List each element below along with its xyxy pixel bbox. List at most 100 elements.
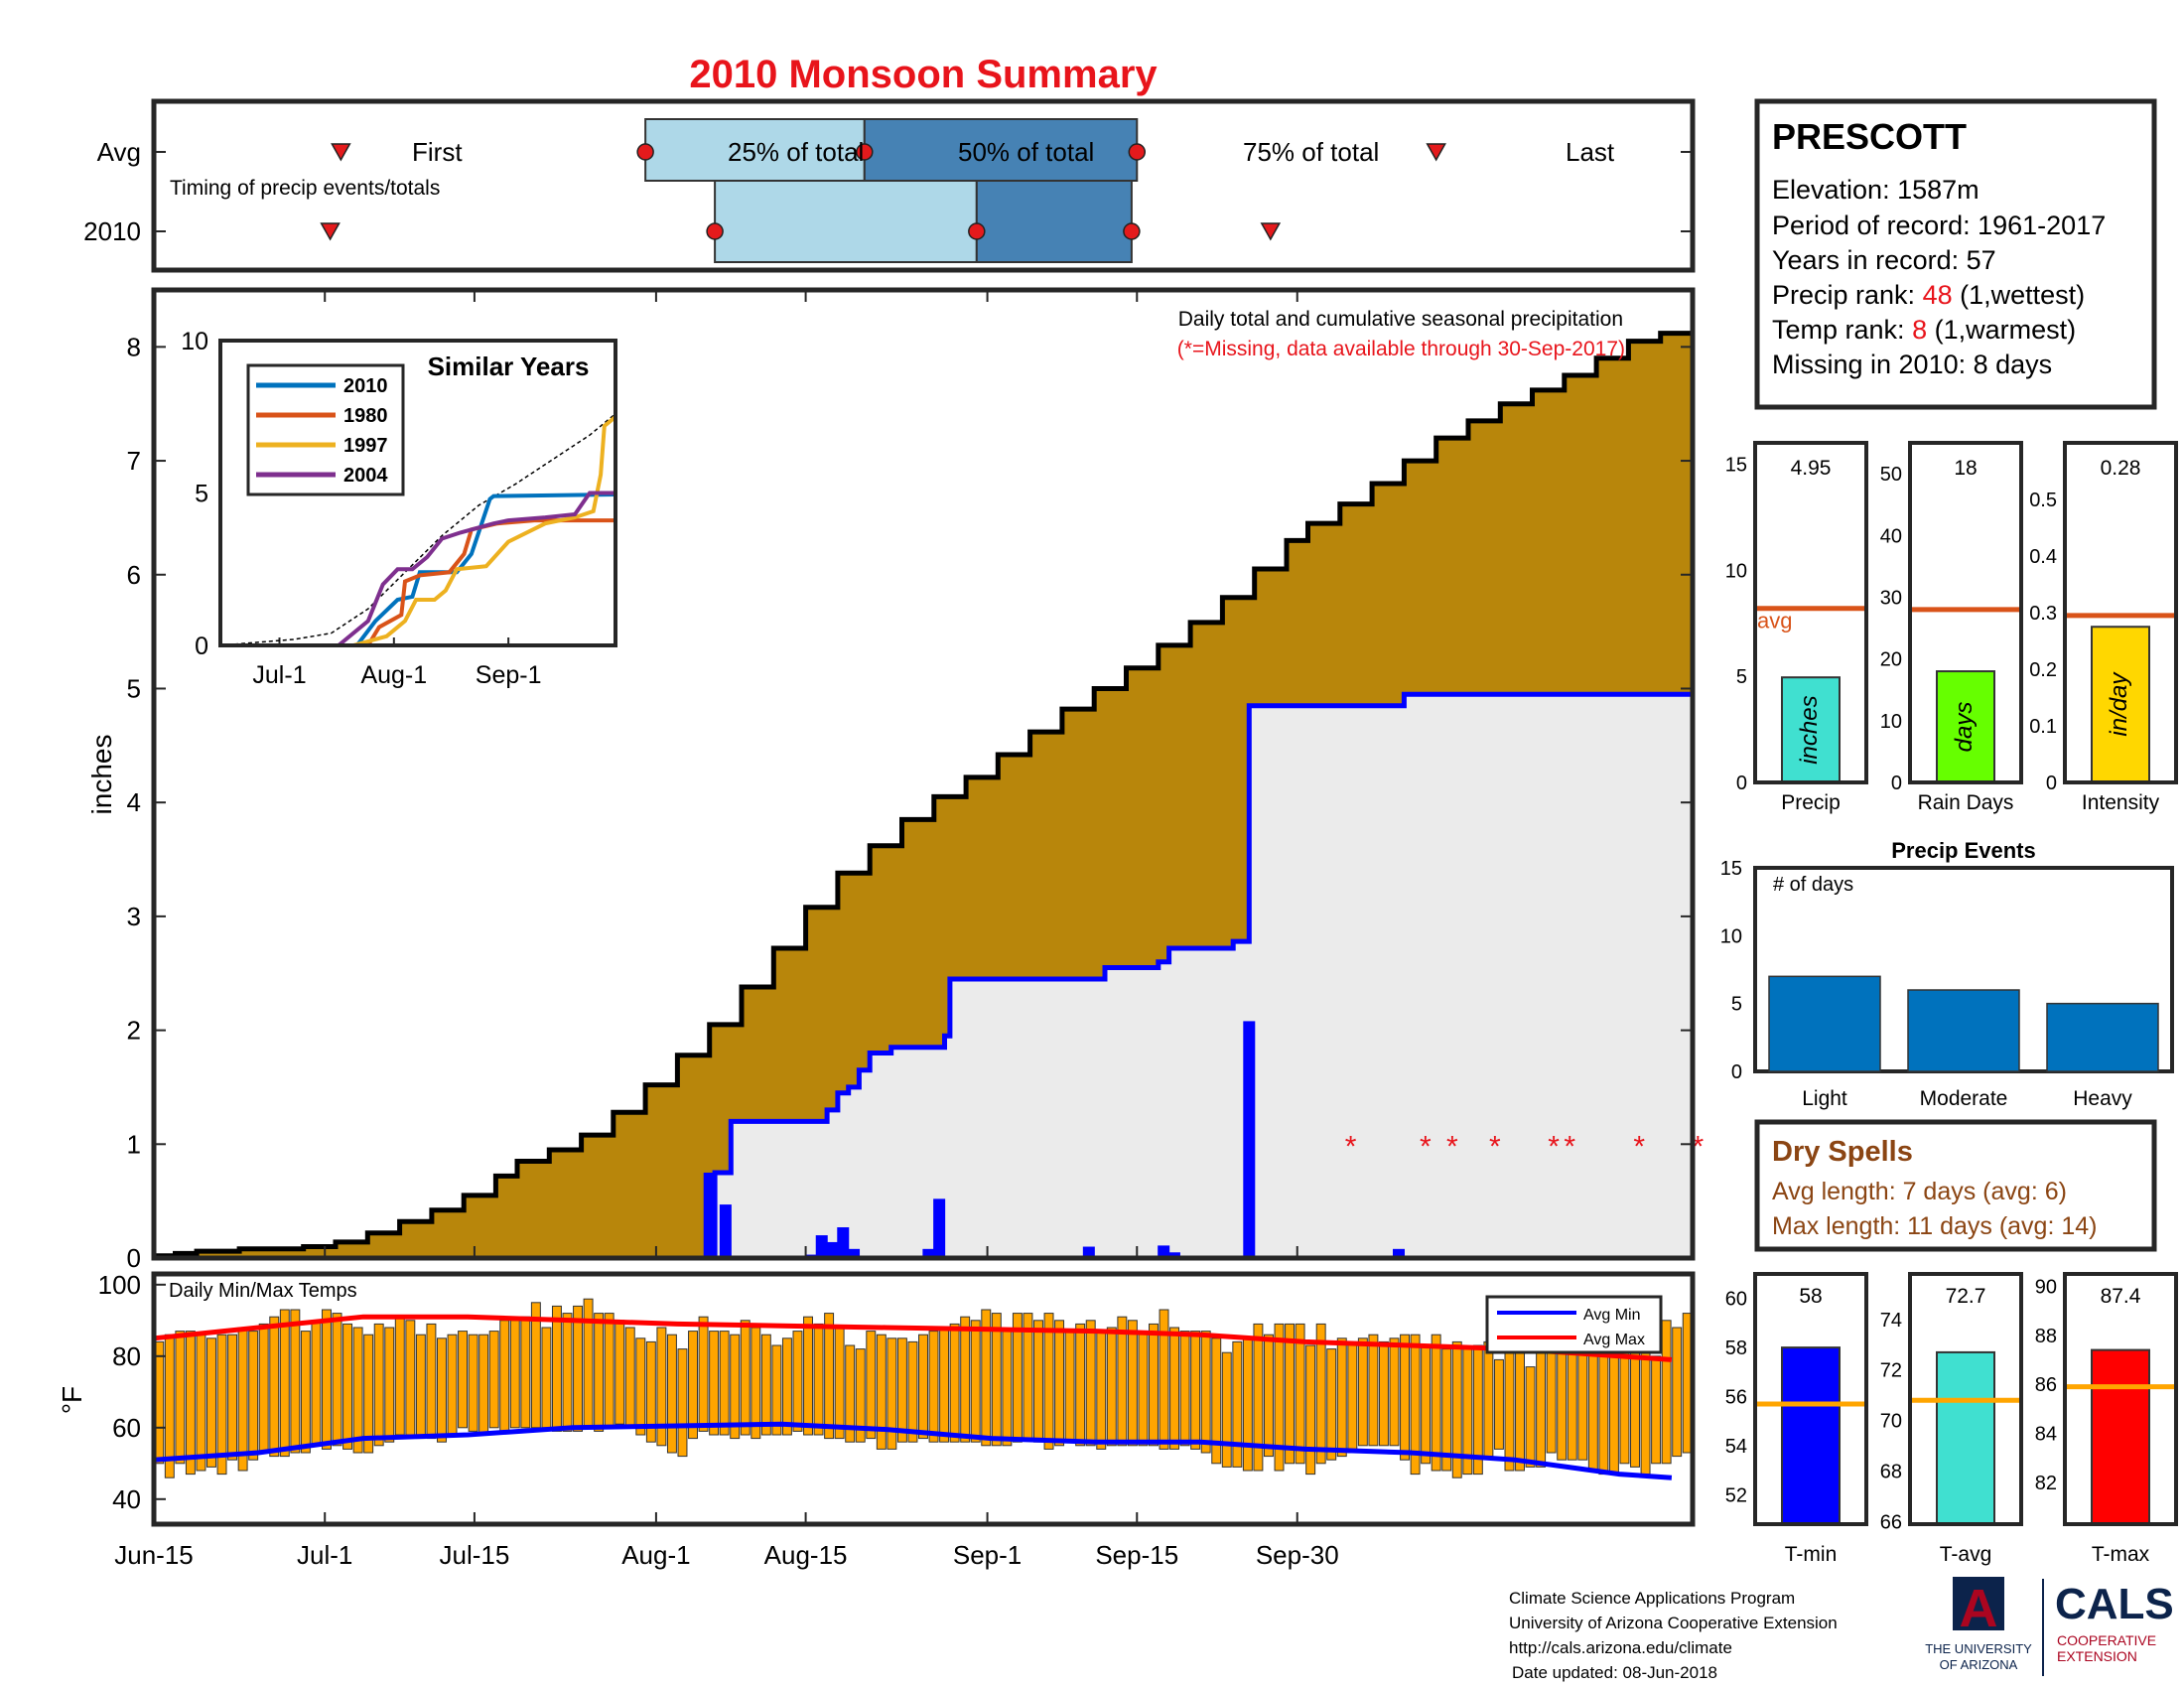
station-elevation: Elevation: 1587m	[1772, 175, 1979, 205]
daily-precip-bar	[1082, 1246, 1095, 1258]
precip-events-y-tick-label: 10	[1720, 925, 1742, 947]
stat_raindays-y-tick-label: 30	[1880, 587, 1902, 609]
daily-temp-bar	[478, 1334, 489, 1436]
daily-temp-bar	[991, 1313, 1002, 1447]
main-y-tick-label: 5	[127, 673, 141, 703]
timing-label-first: First	[412, 137, 463, 167]
daily-precip-bar	[933, 1198, 946, 1258]
daily-temp-bar	[509, 1320, 520, 1429]
stat_tavg-frame	[1908, 1272, 2023, 1526]
inset-legend: 2010 1980 1997 2004	[246, 363, 405, 496]
precip-event-bar	[1768, 975, 1881, 1072]
daily-precip-bar	[719, 1204, 732, 1258]
daily-temp-bar	[1640, 1344, 1651, 1476]
daily-precip-bar	[1167, 1252, 1180, 1258]
daily-temp-bar	[185, 1331, 196, 1476]
daily-temp-bar	[645, 1340, 656, 1443]
daily-temp-bar	[1410, 1334, 1421, 1476]
stat_tmax-frame	[2063, 1272, 2178, 1526]
stat_intensity-frame	[2063, 441, 2178, 784]
daily-temp-bar	[1567, 1337, 1577, 1461]
precip-event-bar	[2046, 1002, 2159, 1072]
daily-temp-bar	[1421, 1344, 1432, 1465]
main-y-tick-label: 0	[127, 1243, 141, 1273]
daily-temp-bar	[405, 1320, 416, 1436]
timing-panel: Avg 2010 Timing of precip events/totals …	[83, 98, 1696, 273]
daily-temp-bar	[279, 1309, 290, 1458]
timing-row-label-2010: 2010	[83, 216, 141, 246]
daily-temp-bar	[981, 1309, 992, 1447]
daily-precip-bar	[1158, 1245, 1170, 1258]
daily-temp-bar	[709, 1331, 720, 1436]
timing-box-late-avg	[863, 118, 1139, 182]
timing-box-late-y2010	[975, 180, 1133, 263]
daily-temp-bar	[488, 1331, 499, 1429]
timing-percentile-marker	[1128, 143, 1147, 161]
stat_precip-bar-label: inches	[1796, 695, 1823, 764]
daily-temp-bar	[1326, 1348, 1337, 1461]
missing-day-marker: *	[1548, 1130, 1560, 1163]
station-years: Years in record: 57	[1772, 245, 1996, 275]
inset-title: Similar Years	[428, 352, 590, 381]
temp-y-tick-label: 60	[112, 1413, 141, 1443]
daily-temp-bar	[1661, 1320, 1672, 1465]
daily-temp-bar	[530, 1302, 541, 1429]
inset-legend-items: 2010 1980 1997 2004	[256, 375, 388, 487]
footer-line-3: http://cals.arizona.edu/climate	[1509, 1638, 1732, 1657]
daily-temp-bar	[248, 1331, 259, 1461]
stat_tmin-y-tick-label: 54	[1725, 1436, 1747, 1458]
daily-temp-bar	[730, 1334, 741, 1440]
daily-temp-bar	[1263, 1334, 1274, 1458]
events-marks: Light Moderate Heavy 0 5 10 15	[1720, 858, 2159, 1110]
inset-y-tick-label: 5	[195, 481, 208, 508]
daily-temp-bar	[1483, 1340, 1494, 1458]
stat_intensity-y-tick-label: 0.3	[2029, 603, 2057, 625]
daily-temp-bar	[1598, 1348, 1609, 1476]
inset-frame	[218, 339, 617, 647]
stat_tmin-y-tick-label: 60	[1725, 1289, 1747, 1311]
station-precip-rank: Precip rank: 48 (1,wettest)	[1772, 280, 2085, 310]
daily-temp-bar	[1357, 1337, 1368, 1447]
daily-temp-bar	[1033, 1320, 1043, 1443]
inset-legend-label: 2004	[343, 465, 388, 487]
daily-temp-bar	[1672, 1327, 1683, 1458]
stat_precip-y-tick-label: 0	[1736, 773, 1747, 794]
stat_tmin-value-bar	[1781, 1346, 1841, 1526]
missing-day-marker: *	[1693, 1130, 1705, 1163]
main-y-tick-label: 7	[127, 446, 141, 476]
avg-min-line	[153, 1421, 1673, 1480]
cals-logo-text: CALS	[2055, 1580, 2174, 1628]
timing-percentile-marker	[706, 222, 724, 240]
daily-temp-bar	[363, 1334, 374, 1454]
daily-temp-bar	[1651, 1355, 1662, 1465]
daily-temp-bar	[1577, 1348, 1588, 1461]
timing-label-p50: 50% of total	[958, 137, 1094, 167]
daily-temp-bar	[1232, 1340, 1243, 1468]
daily-temp-bar	[887, 1337, 897, 1450]
daily-temp-bar	[311, 1320, 322, 1447]
stat_precip-y-tick-label: 15	[1725, 454, 1747, 476]
missing-day-marker: *	[1420, 1130, 1432, 1163]
daily-temp-bar	[624, 1327, 635, 1429]
temperature-chart: 40 60 80 100 Jun-15 Jul-1 Jul-15 Aug-1 Aug-15 Sep…	[57, 1270, 1696, 1570]
daily-temp-bar	[1451, 1340, 1462, 1478]
daily-temp-bar	[1368, 1334, 1379, 1447]
inset-legend-label: 2010	[343, 375, 388, 397]
daily-temp-bar	[845, 1344, 856, 1443]
daily-temp-bar	[635, 1337, 646, 1436]
ua-logo-line-1: THE UNIVERSITY	[1925, 1641, 2032, 1656]
daily-temp-bar	[834, 1327, 845, 1440]
timing-percentile-marker	[636, 143, 654, 161]
daily-temp-bar	[1536, 1351, 1547, 1468]
timing-row-label-avg: Avg	[97, 137, 141, 167]
timing-label-last: Last	[1566, 137, 1615, 167]
stat-charts: 4.95 Precip 0 5 10 15 inches avg 18 Rain Days 0 10 2…	[1725, 441, 2178, 1566]
info-frame	[1754, 98, 2157, 410]
daily-temp-bar	[468, 1334, 478, 1432]
inset-marks: 0 5 10 Jul-1 Aug-1 Sep-1	[181, 328, 617, 689]
daily-temp-bar	[300, 1331, 311, 1454]
daily-temp-bar	[322, 1309, 332, 1450]
main-y-tick-label: 6	[127, 560, 141, 590]
daily-temp-bar	[1179, 1331, 1190, 1447]
